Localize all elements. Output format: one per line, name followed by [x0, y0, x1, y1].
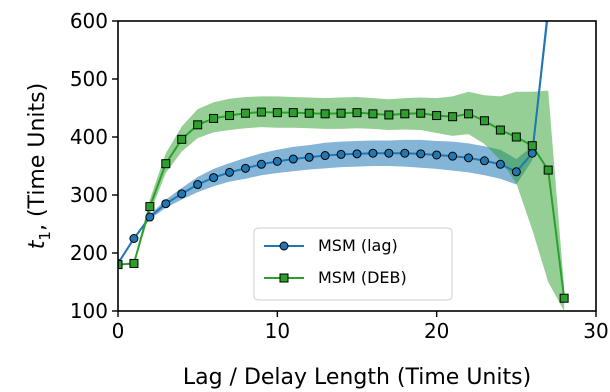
x-tick-label: 20	[424, 319, 449, 343]
data-point-lag-17	[384, 148, 394, 158]
data-point-lag-9	[256, 159, 266, 169]
data-point-lag-23	[479, 156, 489, 166]
data-point-lag-2	[145, 212, 155, 222]
data-point-deb-2	[145, 202, 155, 212]
y-axis-title-rest: , (Time Units)	[25, 83, 50, 231]
data-point-lag-14	[336, 149, 346, 159]
data-point-deb-11	[288, 108, 298, 118]
data-point-lag-19	[416, 149, 426, 159]
x-axis-title: Lag / Delay Length (Time Units)	[183, 365, 531, 390]
data-point-deb-0	[118, 260, 123, 270]
y-tick-label: 400	[70, 125, 108, 149]
data-point-lag-4	[177, 189, 187, 199]
y-axis-ticks: 100 200 300 400 500 600	[70, 9, 118, 323]
legend-label-deb: MSM (DEB)	[318, 268, 407, 287]
band-deb	[118, 90, 565, 311]
data-point-lag-11	[288, 154, 298, 164]
data-point-lag-21	[448, 151, 458, 161]
x-axis-ticks: 0 10 20 30	[112, 311, 609, 343]
y-tick-label: 500	[70, 67, 108, 91]
data-point-lag-16	[368, 148, 378, 158]
data-point-deb-12	[304, 108, 314, 118]
data-point-deb-4	[177, 134, 187, 144]
data-point-deb-5	[193, 120, 203, 130]
data-point-lag-8	[240, 163, 250, 173]
data-point-lag-20	[432, 150, 442, 160]
data-point-lag-13	[320, 151, 330, 161]
data-point-lag-1	[129, 234, 139, 243]
y-tick-label: 300	[70, 183, 108, 207]
data-point-lag-10	[272, 156, 282, 166]
data-point-lag-3	[161, 199, 171, 209]
data-point-lag-12	[304, 152, 314, 162]
data-point-deb-16	[368, 109, 378, 119]
data-point-lag-6	[209, 173, 219, 183]
data-point-deb-6	[209, 113, 219, 123]
data-point-deb-26	[527, 141, 537, 151]
data-point-deb-22	[464, 109, 474, 119]
data-point-deb-8	[240, 108, 250, 118]
data-point-deb-27	[543, 165, 553, 175]
data-point-lag-26	[527, 148, 537, 158]
confidence-bands	[118, 21, 565, 311]
data-point-lag-7	[225, 167, 235, 177]
data-point-deb-21	[448, 112, 458, 122]
data-point-deb-23	[479, 116, 489, 126]
data-point-deb-13	[320, 109, 330, 119]
data-point-deb-24	[495, 125, 505, 135]
legend-marker-lag	[279, 241, 289, 251]
legend-label-lag: MSM (lag)	[318, 236, 398, 255]
data-point-deb-14	[336, 108, 346, 118]
data-point-deb-3	[161, 159, 171, 169]
data-point-deb-1	[129, 258, 139, 268]
legend-marker-deb	[279, 273, 289, 283]
y-tick-label: 100	[70, 299, 108, 323]
data-point-deb-7	[225, 111, 235, 121]
series-line-lag	[118, 21, 548, 264]
data-point-lag-22	[464, 153, 474, 163]
series-markers	[118, 5, 569, 303]
band-lag	[118, 21, 549, 264]
y-axis-title-symbol: t	[25, 239, 50, 249]
y-axis-title-subscript: 1	[36, 231, 54, 241]
legend: MSM (lag) MSM (DEB)	[253, 227, 453, 301]
y-tick-label: 200	[70, 241, 108, 265]
data-point-deb-28	[559, 293, 569, 303]
data-point-deb-25	[511, 132, 521, 142]
data-point-lag-25	[511, 167, 521, 177]
data-point-lag-24	[495, 159, 505, 169]
data-point-deb-10	[272, 108, 282, 118]
data-point-lag-15	[352, 149, 362, 159]
y-tick-label: 600	[70, 9, 108, 33]
data-point-lag-27	[544, 5, 552, 13]
data-point-deb-17	[384, 110, 394, 120]
data-point-deb-15	[352, 108, 362, 118]
data-point-lag-5	[193, 180, 203, 190]
data-point-deb-18	[400, 109, 410, 119]
data-point-deb-19	[416, 108, 426, 118]
x-tick-label: 30	[583, 319, 608, 343]
plot-frame	[117, 20, 597, 312]
y-axis-title: t1, (Time Units)	[25, 83, 54, 249]
x-tick-label: 10	[265, 319, 290, 343]
data-point-lag-18	[400, 148, 410, 158]
x-tick-label: 0	[112, 319, 125, 343]
data-point-deb-20	[432, 111, 442, 121]
data-point-deb-9	[256, 107, 266, 117]
